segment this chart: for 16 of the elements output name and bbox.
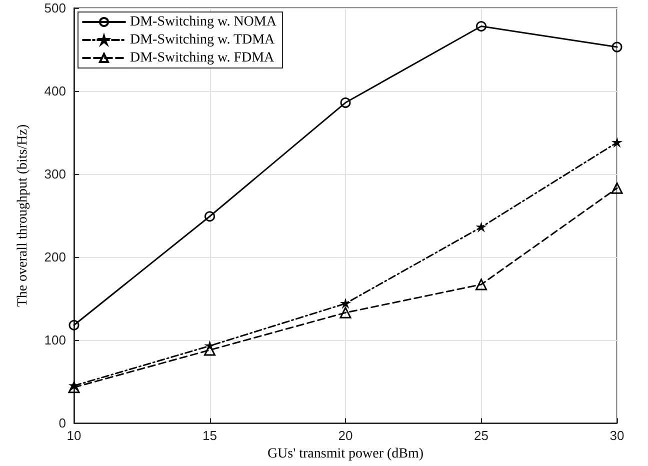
x-tick-label: 10 [66, 428, 82, 444]
y-tick-label: 400 [44, 84, 66, 99]
y-tick-label: 200 [44, 250, 66, 265]
legend-label: DM-Switching w. NOMA [130, 14, 278, 30]
y-tick-label: 500 [44, 0, 66, 16]
y-tick-label: 100 [44, 332, 66, 348]
x-tick-label: 20 [338, 428, 353, 444]
legend-label: DM-Switching w. FDMA [130, 50, 276, 66]
x-tick-label: 30 [610, 428, 624, 444]
y-tick-label: 0 [58, 416, 66, 431]
legend-label: DM-Switching w. TDMA [130, 32, 276, 48]
x-axis-title: GUs' transmit power (dBm) [267, 446, 424, 462]
x-tick-label: 25 [474, 428, 488, 444]
y-axis-title: The overall throughput (bits/Hz) [16, 124, 30, 307]
x-tick-label: 15 [202, 428, 217, 444]
y-tick-label: 300 [44, 166, 66, 182]
